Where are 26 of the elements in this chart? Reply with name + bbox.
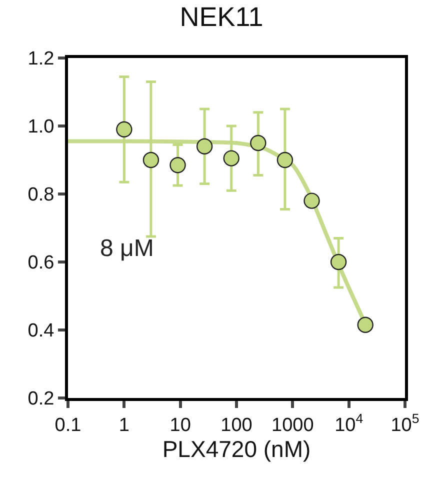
chart-title: NEK11 bbox=[180, 2, 264, 32]
point bbox=[196, 138, 213, 154]
x-tick-label: 0.1 bbox=[54, 414, 82, 436]
point bbox=[304, 192, 320, 209]
point bbox=[223, 150, 240, 166]
point bbox=[250, 134, 266, 152]
point bbox=[116, 121, 132, 138]
y-tick-label: 1.0 bbox=[28, 116, 54, 138]
x-tick-label: 1000 bbox=[272, 414, 314, 436]
point bbox=[142, 152, 160, 168]
point bbox=[357, 316, 374, 333]
x-tick-label: 10 bbox=[170, 414, 191, 436]
x-tick-label: 10$^{4}$ bbox=[334, 410, 364, 436]
y-tick-label: 0.6 bbox=[28, 252, 54, 274]
x-axis-title: PLX4720 (nM) bbox=[162, 436, 311, 462]
point bbox=[170, 157, 186, 174]
point bbox=[330, 254, 347, 270]
y-tick-label: 1.2 bbox=[28, 48, 54, 70]
y-tick-label: 0.4 bbox=[28, 320, 55, 342]
x-tick-label: 100 bbox=[220, 414, 252, 436]
y-tick-label: 0.2 bbox=[28, 388, 54, 410]
point bbox=[276, 152, 294, 168]
x-tick-label: 1 bbox=[118, 414, 130, 436]
annotation: 8 μM bbox=[100, 235, 154, 262]
y-tick-label: 0.8 bbox=[28, 184, 54, 206]
x-tick-label: 10$^{5}$ bbox=[390, 410, 420, 436]
